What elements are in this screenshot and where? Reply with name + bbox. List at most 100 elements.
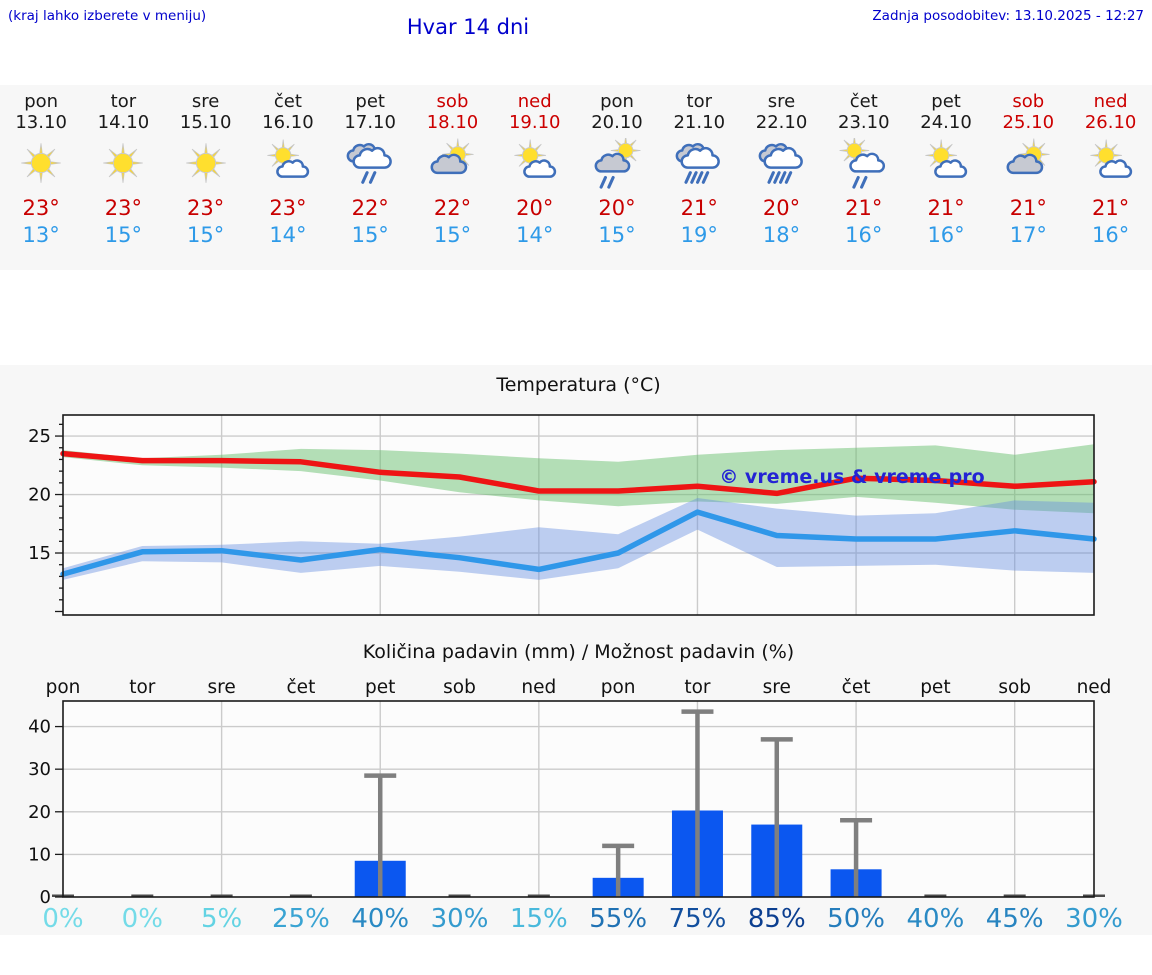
precipitation-probability-label: 30%	[431, 904, 489, 934]
max-temperature: 20°	[598, 196, 636, 220]
precipitation-probability-label: 30%	[1065, 904, 1123, 934]
day-date: 18.10	[426, 112, 479, 133]
day-date: 17.10	[344, 112, 396, 133]
min-temperature: 16°	[1091, 223, 1130, 247]
sunny-icon	[180, 138, 232, 190]
day-date: 23.10	[838, 112, 890, 133]
day-name: sre	[191, 91, 220, 112]
day-name: sob	[436, 91, 469, 112]
partly-cloudy-icon	[1085, 138, 1137, 190]
forecast-day-5[interactable]: pet 17.10 22° 15°	[329, 85, 411, 270]
max-temperature: 20°	[516, 196, 554, 220]
temperature-chart: 15 20 25 © vreme.us & vreme.pro	[28, 414, 1097, 616]
zero-precipitation-tick	[924, 894, 947, 897]
day-name: tor	[110, 91, 137, 112]
min-temperature: 14°	[269, 223, 307, 247]
precip-day-label: tor	[129, 677, 156, 698]
forecast-day-7[interactable]: ned 19.10 20° 14°	[494, 85, 576, 270]
zero-precipitation-tick	[448, 894, 471, 897]
forecast-day-9[interactable]: tor 21.10 21° 19°	[658, 85, 740, 270]
charts-panel: Temperatura (°C) Količina padavin (mm) /…	[0, 365, 1152, 935]
day-name: čet	[849, 91, 878, 112]
temp-y-tick-label: 15	[28, 543, 51, 564]
precip-day-label: pet	[365, 677, 395, 698]
min-temperature: 15°	[598, 223, 636, 247]
precipitation-probability-label: 15%	[510, 904, 568, 934]
min-temperature: 19°	[680, 223, 718, 247]
precip-day-label: sre	[207, 677, 235, 698]
sun-cloud-rain-icon	[838, 135, 890, 190]
max-temperature: 23°	[22, 196, 60, 220]
partly-cloudy-icon	[262, 138, 314, 190]
precip-y-tick-label: 30	[28, 759, 51, 780]
day-name: pet	[355, 91, 385, 112]
forecast-day-1[interactable]: pon 13.10 23° 13°	[0, 85, 82, 270]
temp-y-tick-label: 25	[28, 426, 51, 447]
precip-day-label: pet	[920, 677, 950, 698]
max-temperature: 21°	[927, 196, 965, 220]
max-temperature: 23°	[269, 196, 307, 220]
day-date: 15.10	[179, 112, 232, 133]
precipitation-probability-label: 25%	[272, 904, 330, 934]
day-date: 24.10	[920, 112, 972, 133]
day-name: ned	[517, 91, 552, 112]
precipitation-probability-label: 55%	[589, 904, 647, 934]
max-temperature: 23°	[187, 196, 225, 220]
day-name: pon	[600, 91, 634, 112]
day-name: sre	[767, 91, 796, 112]
precipitation-probability-label: 50%	[827, 904, 885, 934]
forecast-day-10[interactable]: sre 22.10 20° 18°	[740, 85, 822, 270]
forecast-day-4[interactable]: čet 16.10 23° 14°	[247, 85, 329, 270]
min-temperature: 15°	[187, 223, 225, 247]
day-date: 19.10	[508, 112, 561, 133]
max-temperature-line	[60, 450, 1097, 497]
min-temperature: 15°	[351, 223, 389, 247]
zero-precipitation-tick	[210, 894, 233, 897]
forecast-day-3[interactable]: sre 15.10 23° 15°	[165, 85, 247, 270]
heavy-rain-icon	[673, 138, 725, 190]
partly-cloudy-icon	[920, 138, 972, 190]
precip-y-tick-label: 0	[40, 887, 51, 908]
precipitation-probability-label: 40%	[351, 904, 409, 934]
precip-day-label: pon	[601, 677, 636, 698]
temperature-chart-title: Temperatura (°C)	[496, 374, 661, 396]
forecast-day-2[interactable]: tor 14.10 23° 15°	[82, 85, 164, 270]
charts-svg: 15 20 25 © vreme.us & vreme.pro 0 10 20 30 40 pon…	[28, 414, 1123, 934]
day-name: čet	[273, 91, 302, 112]
day-date: 13.10	[15, 112, 67, 133]
max-temperature: 21°	[1009, 196, 1047, 220]
precip-y-tick-label: 20	[28, 802, 51, 823]
max-temperature: 20°	[762, 196, 801, 220]
day-date: 20.10	[591, 112, 643, 133]
max-temperature: 22°	[433, 196, 472, 220]
precipitation-chart-title: Količina padavin (mm) / Možnost padavin …	[362, 641, 795, 663]
day-date: 14.10	[97, 112, 150, 133]
precip-day-label: tor	[684, 677, 711, 698]
forecast-day-12[interactable]: pet 24.10 21° 16°	[905, 85, 987, 270]
max-temperature: 22°	[351, 196, 389, 220]
precipitation-probability-label: 75%	[669, 904, 727, 934]
precipitation-probability-label: 45%	[986, 904, 1044, 934]
forecast-day-6[interactable]: sob 18.10 22° 15°	[411, 85, 493, 270]
day-name: pon	[24, 91, 59, 112]
forecast-day-8[interactable]: pon 20.10 20° 15°	[576, 85, 658, 270]
day-name: tor	[686, 91, 712, 112]
precipitation-probability-label: 5%	[201, 904, 242, 934]
forecast-day-14[interactable]: ned 26.10 21° 16°	[1069, 85, 1151, 270]
precip-day-label: ned	[1077, 677, 1112, 698]
precip-day-label: čet	[287, 677, 316, 698]
sunny-icon	[15, 138, 67, 190]
precipitation-probability-label: 40%	[906, 904, 964, 934]
page-title: Hvar 14 dni	[406, 15, 530, 39]
day-name: ned	[1093, 91, 1128, 112]
min-temperature: 18°	[762, 223, 801, 247]
max-temperature: 21°	[845, 196, 883, 220]
max-temperature: 23°	[104, 196, 143, 220]
max-temperature: 21°	[680, 196, 718, 220]
zero-precipitation-tick	[289, 894, 312, 897]
forecast-day-11[interactable]: čet 23.10 21° 16°	[823, 85, 905, 270]
forecast-day-13[interactable]: sob 25.10 21° 17°	[987, 85, 1069, 270]
min-temperature: 15°	[433, 223, 472, 247]
menu-hint[interactable]: (kraj lahko izberete v meniju)	[8, 8, 207, 24]
